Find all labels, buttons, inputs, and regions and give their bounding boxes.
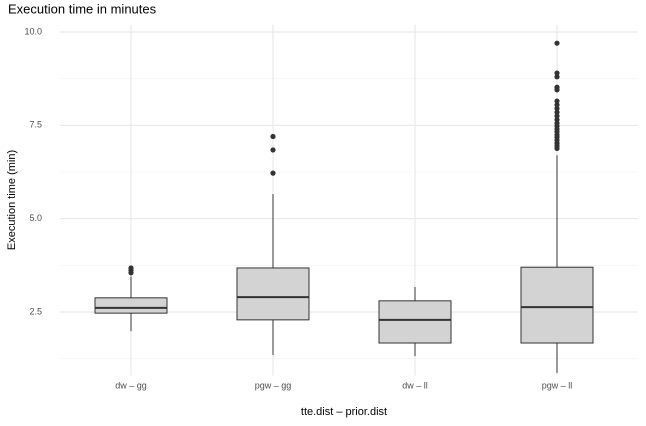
x-axis-label: tte.dist – prior.dist [301,406,387,418]
x-tick-label: pgw – gg [255,380,292,390]
y-tick-label: 10.0 [24,26,42,36]
x-tick-label: dw – gg [115,380,147,390]
outlier [128,265,134,271]
outlier [554,117,560,123]
chart-title: Execution time in minutes [8,1,157,16]
outlier [554,102,560,108]
outlier [554,98,560,104]
outlier [270,133,276,140]
y-tick-label: 2.5 [29,306,42,316]
y-axis-label: Execution time (min) [6,150,18,250]
outlier [554,40,560,46]
x-tick-label: dw – ll [402,380,428,390]
outlier [554,70,560,76]
y-tick-label: 7.5 [29,120,42,130]
x-tick-label: pgw – ll [542,380,573,390]
box [236,267,310,321]
outlier [554,105,560,112]
outlier [554,74,560,80]
box [378,300,452,344]
box [94,297,168,314]
outlier [270,147,276,153]
outlier [270,170,276,176]
y-tick-label: 5.0 [29,213,42,223]
box [520,266,594,344]
outlier [554,109,560,115]
outlier [554,84,560,90]
outlier [554,113,560,119]
